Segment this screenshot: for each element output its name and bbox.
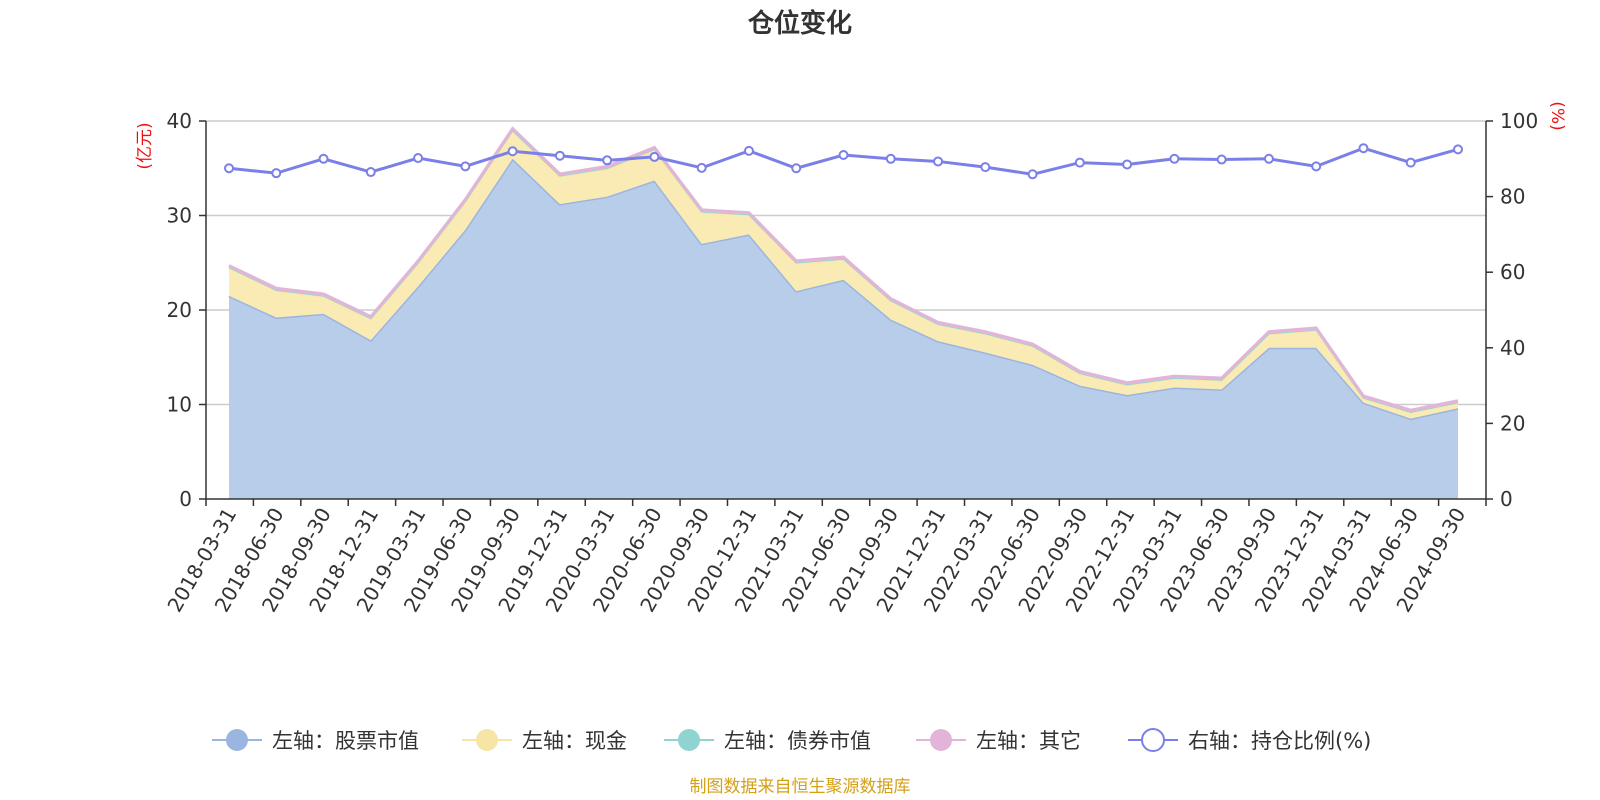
area-series-1 bbox=[229, 130, 1458, 419]
ratio-point bbox=[224, 163, 234, 174]
area-series-0 bbox=[229, 158, 1458, 500]
ratio-point bbox=[554, 150, 565, 161]
ratio-point bbox=[791, 163, 802, 174]
ratio-point bbox=[1216, 154, 1227, 165]
chart-title: 仓位变化 bbox=[747, 8, 852, 39]
legend-marker bbox=[476, 729, 498, 751]
ratio-point bbox=[838, 150, 849, 161]
left-tick-label: 20 bbox=[167, 298, 192, 322]
ratio-point bbox=[1263, 153, 1274, 164]
ratio-point bbox=[460, 161, 471, 172]
stacked-areas bbox=[228, 126, 1459, 500]
legend-item[interactable]: 左轴：其它 bbox=[916, 729, 1081, 753]
x-axis-ticks: 2018-03-312018-06-302018-09-302018-12-31… bbox=[162, 499, 1487, 616]
area-series-line-3 bbox=[228, 126, 1459, 412]
right-tick-label: 80 bbox=[1500, 185, 1525, 209]
ratio-point bbox=[743, 145, 754, 156]
ratio-point bbox=[885, 153, 896, 164]
legend-item[interactable]: 左轴：股票市值 bbox=[212, 729, 419, 753]
ratio-point bbox=[696, 162, 707, 173]
source-note: 制图数据来自恒生聚源数据库 bbox=[690, 777, 911, 797]
ratio-point bbox=[980, 162, 991, 173]
ratio-point bbox=[413, 153, 424, 164]
legend-marker bbox=[678, 729, 700, 751]
ratio-point bbox=[933, 156, 944, 167]
right-tick-label: 60 bbox=[1500, 260, 1525, 284]
left-axis-unit: (亿元) bbox=[135, 122, 155, 169]
legend-label: 右轴：持仓比例(%) bbox=[1188, 729, 1371, 753]
legend-label: 左轴：股票市值 bbox=[272, 729, 419, 753]
ratio-point bbox=[1453, 144, 1463, 155]
legend[interactable]: 左轴：股票市值 左轴：现金 左轴：债券市值 左轴：其它 右轴：持仓比例(%) bbox=[212, 728, 1371, 753]
right-axis-ticks: 0 20 40 60 80 100 bbox=[1486, 109, 1538, 511]
legend-marker bbox=[930, 729, 952, 751]
ratio-point bbox=[602, 155, 613, 166]
ratio-point bbox=[318, 153, 329, 164]
ratio-point bbox=[1358, 143, 1369, 154]
left-axis-ticks: 0 10 20 30 40 bbox=[167, 109, 206, 511]
ratio-point bbox=[507, 146, 518, 157]
legend-label: 左轴：债券市值 bbox=[724, 729, 871, 753]
ratio-line-series bbox=[224, 143, 1463, 180]
ratio-point bbox=[1169, 153, 1180, 164]
ratio-point bbox=[1027, 169, 1038, 180]
left-tick-label: 30 bbox=[167, 204, 192, 228]
left-tick-label: 0 bbox=[179, 487, 192, 511]
left-tick-label: 40 bbox=[167, 109, 192, 133]
legend-item[interactable]: 左轴：现金 bbox=[462, 729, 627, 753]
ratio-point bbox=[1405, 157, 1416, 168]
ratio-point bbox=[271, 168, 282, 179]
right-tick-label: 40 bbox=[1500, 336, 1525, 360]
legend-item[interactable]: 左轴：债券市值 bbox=[664, 729, 871, 753]
ratio-point bbox=[1122, 159, 1133, 170]
right-tick-label: 0 bbox=[1500, 487, 1513, 511]
right-tick-label: 100 bbox=[1500, 109, 1538, 133]
ratio-point bbox=[1074, 157, 1085, 168]
legend-label: 左轴：其它 bbox=[976, 729, 1081, 753]
ratio-point bbox=[1311, 161, 1322, 172]
right-axis-unit: (%) bbox=[1547, 101, 1567, 130]
legend-marker bbox=[226, 729, 248, 751]
ratio-point bbox=[649, 151, 660, 162]
legend-item[interactable]: 右轴：持仓比例(%) bbox=[1128, 728, 1371, 753]
left-tick-label: 10 bbox=[167, 393, 192, 417]
ratio-point bbox=[365, 167, 376, 178]
legend-marker bbox=[1141, 728, 1165, 752]
legend-label: 左轴：现金 bbox=[522, 729, 627, 753]
right-tick-label: 20 bbox=[1500, 411, 1525, 435]
